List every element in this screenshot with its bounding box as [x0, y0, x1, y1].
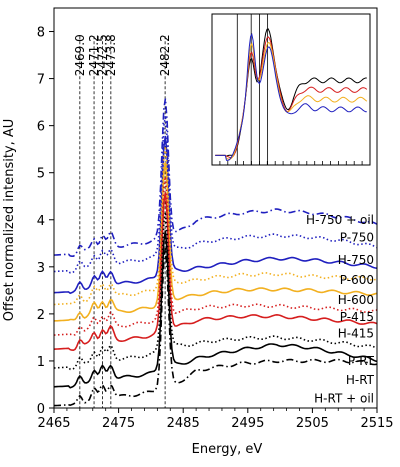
series-label: P-600 [340, 273, 374, 287]
y-tick-label: 6 [37, 120, 45, 135]
inset-plot [211, 13, 371, 166]
series-label: P-RT [348, 354, 375, 368]
x-tick-label: 2515 [360, 416, 393, 431]
series-label: H-RT + oil [314, 392, 374, 406]
x-tick-label: 2475 [102, 416, 135, 431]
series-line [53, 162, 378, 322]
series-line [53, 135, 378, 295]
series-labels: H-750 + oil P-750 H-750 P-600 H-600 P-415 H-41… [306, 213, 375, 406]
series-label: H-415 [338, 327, 374, 341]
reference-line-label: 2469.0 [73, 34, 87, 76]
series-label: H-600 [338, 293, 374, 307]
y-tick-label: 4 [37, 214, 45, 229]
inset-frame [211, 13, 371, 166]
series-label: P-415 [340, 310, 374, 324]
reference-line-label: 2473.8 [104, 34, 118, 76]
reference-line-label: 2482.2 [158, 34, 172, 76]
y-tick-label: 0 [37, 402, 45, 417]
x-tick-label: 2505 [296, 416, 329, 431]
x-tick-label: 2495 [231, 416, 264, 431]
series-label: H-750 [338, 253, 374, 267]
series-line [53, 115, 378, 274]
x-axis-title: Energy, eV [192, 442, 263, 457]
y-tick-label: 7 [37, 73, 45, 88]
series-line [53, 98, 378, 257]
y-tick-label: 1 [37, 355, 45, 370]
y-tick-label: 5 [37, 167, 45, 182]
reference-line-label: 2472.5 [95, 34, 109, 76]
axes-frame [53, 7, 378, 409]
y-tick-label: 8 [37, 26, 45, 41]
reference-line-label: 2471.2 [87, 34, 101, 76]
y-tick-label: 2 [37, 308, 45, 323]
series-line [53, 230, 378, 389]
inset-series-line [215, 32, 367, 161]
series-label: H-RT [346, 373, 375, 387]
series-label: P-750 [340, 231, 374, 245]
series-line [53, 146, 378, 306]
series-label: H-750 + oil [306, 213, 374, 227]
y-tick-label: 3 [37, 261, 45, 276]
y-axis-title: Offset normalized intensity, AU [2, 119, 17, 322]
series-line [53, 211, 378, 371]
series-line [53, 192, 378, 352]
x-tick-label: 2485 [167, 416, 200, 431]
axes: 2465 2475 2485 2495 2505 2515 0 1 2 3 4 5 6 7 8 [37, 7, 394, 431]
x-tick-label: 2465 [37, 416, 70, 431]
